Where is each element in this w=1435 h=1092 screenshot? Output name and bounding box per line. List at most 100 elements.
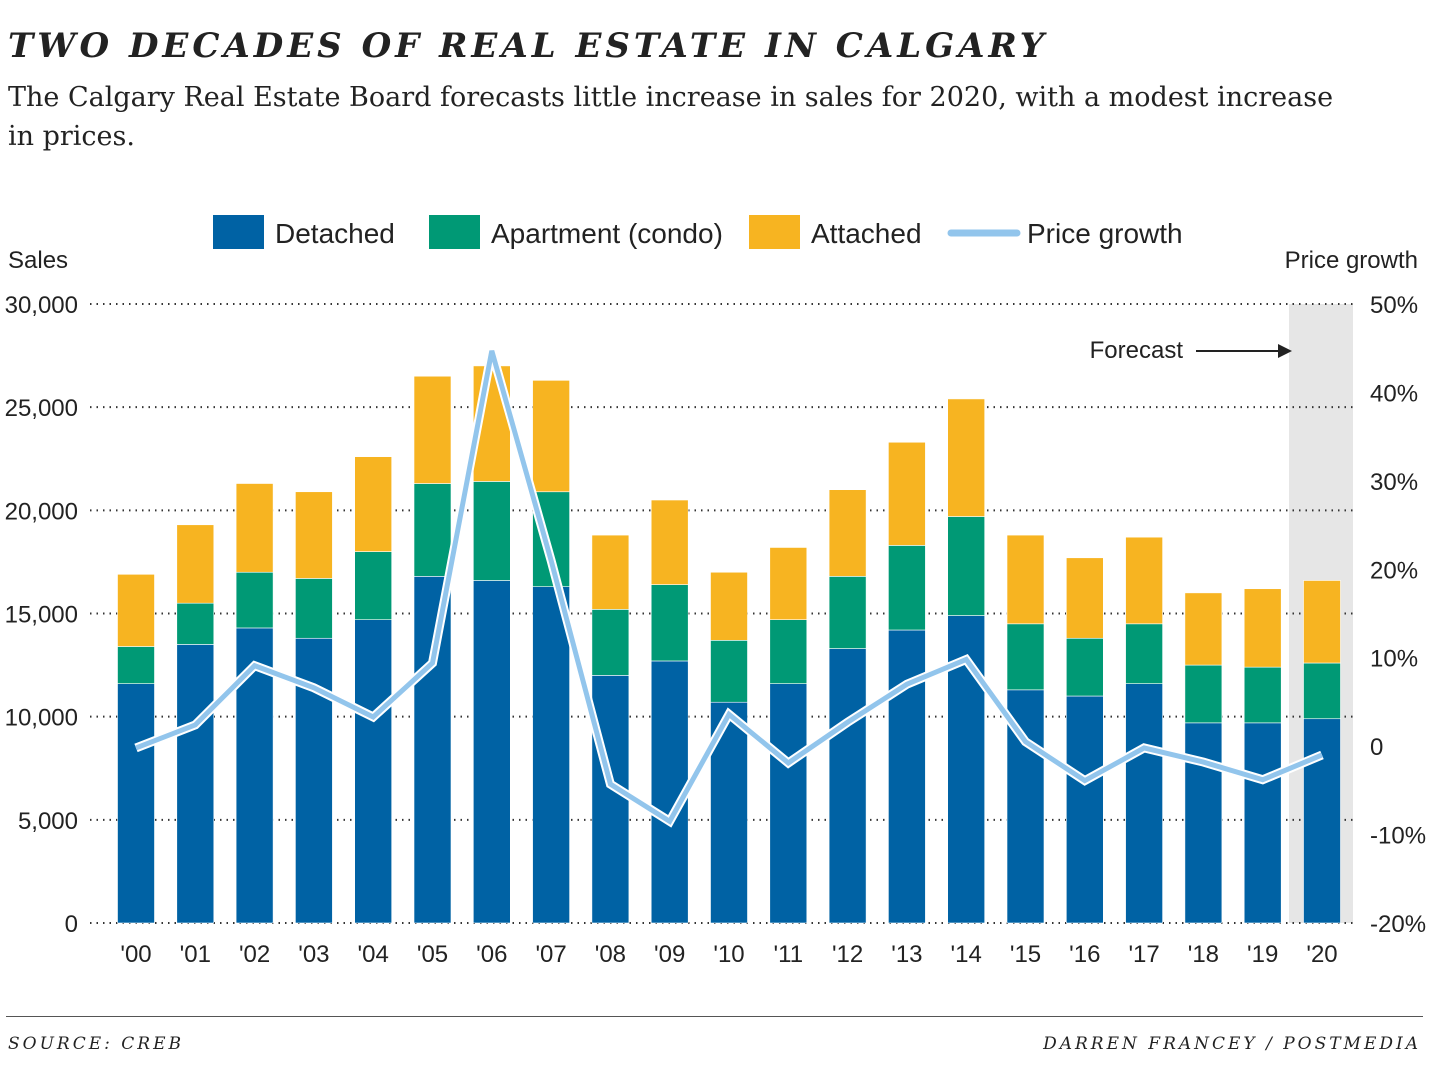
legend-swatch <box>749 215 800 249</box>
x-tick-label: '15 <box>1010 941 1041 968</box>
bar-apartment <box>1184 664 1223 724</box>
bar-apartment <box>1006 623 1045 691</box>
legend-label: Detached <box>275 218 395 249</box>
bar-attached <box>1125 536 1163 625</box>
bar-detached <box>1303 718 1341 924</box>
bar-apartment <box>354 551 393 620</box>
bar-attached <box>1066 557 1104 639</box>
bar-detached <box>769 683 808 924</box>
bar-apartment <box>1243 666 1282 724</box>
chart: 0 5,000 10,000 15,000 20,000 25,000 30,000 -20%… <box>5 215 1426 968</box>
bar-attached <box>117 573 155 647</box>
x-tick-label: '06 <box>476 941 507 968</box>
bar-apartment <box>888 545 926 631</box>
bar-attached <box>176 524 215 604</box>
x-tick-label: '00 <box>120 941 151 968</box>
bar-apartment <box>591 609 630 676</box>
bar-attached <box>591 534 630 610</box>
bar-apartment <box>710 640 748 703</box>
bar-attached <box>532 380 570 493</box>
x-tick-label: '04 <box>358 941 389 968</box>
bar-apartment <box>650 584 689 662</box>
bar-attached <box>1243 588 1282 668</box>
bar-detached <box>117 683 155 924</box>
y-tick-label: 0 <box>65 911 78 938</box>
bar-apartment <box>413 483 452 577</box>
bar-apartment <box>472 481 511 581</box>
bar-apartment <box>295 578 333 639</box>
y2-tick-label: 40% <box>1370 380 1418 407</box>
bar-apartment <box>1303 662 1341 720</box>
chart-title: TWO DECADES OF REAL ESTATE IN CALGARY <box>8 26 1049 66</box>
bar-apartment <box>947 516 986 616</box>
y-tick-label: 10,000 <box>5 705 78 732</box>
bar-attached <box>1184 592 1223 666</box>
bar-attached <box>650 499 689 585</box>
x-tick-label: '09 <box>654 941 685 968</box>
x-tick-label: '20 <box>1306 941 1337 968</box>
bar-detached <box>888 629 926 924</box>
price-growth-line <box>135 350 1323 825</box>
y-tick-label: 25,000 <box>5 395 78 422</box>
bar-apartment <box>769 619 808 684</box>
bar-attached <box>413 375 452 484</box>
bar-detached <box>1184 722 1223 924</box>
x-tick-label: '14 <box>951 941 982 968</box>
x-tick-label: '19 <box>1247 941 1278 968</box>
x-tick-label: '07 <box>535 941 566 968</box>
y2-axis-label: Price growth <box>1285 247 1418 274</box>
bar-apartment <box>235 571 274 629</box>
bar-detached <box>176 644 215 924</box>
bar-detached <box>1243 722 1282 924</box>
y2-tick-label: -20% <box>1370 911 1426 938</box>
y-tick-label: 5,000 <box>18 808 78 835</box>
x-tick-label: '10 <box>713 941 744 968</box>
bar-detached <box>1125 683 1163 924</box>
bar-attached <box>1303 580 1341 664</box>
x-tick-label: '03 <box>298 941 329 968</box>
bar-apartment <box>1125 623 1163 684</box>
y-tick-label: 15,000 <box>5 602 78 629</box>
bar-detached <box>1066 695 1104 924</box>
y2-tick-label: 20% <box>1370 557 1418 584</box>
source-note: SOURCE: CREB <box>8 1034 184 1054</box>
y-tick-label: 30,000 <box>5 292 78 319</box>
bar-attached <box>947 398 986 517</box>
bar-detached <box>472 580 511 924</box>
legend-swatch <box>213 215 264 249</box>
bar-detached <box>413 576 452 924</box>
bar-attached <box>295 491 333 579</box>
x-tick-label: '05 <box>417 941 448 968</box>
legend-swatch <box>429 215 480 249</box>
bar-attached <box>769 547 808 620</box>
bar-attached <box>354 456 393 552</box>
forecast-annotation: Forecast <box>1090 337 1184 364</box>
x-tick-label: '13 <box>891 941 922 968</box>
bar-attached <box>1006 534 1045 625</box>
bar-apartment <box>176 602 215 645</box>
credit-note: DARREN FRANCEY / POSTMEDIA <box>1043 1034 1421 1054</box>
bar-attached <box>710 571 748 641</box>
legend-label: Apartment (condo) <box>491 218 723 249</box>
x-tick-label: '16 <box>1069 941 1100 968</box>
x-tick-label: '12 <box>832 941 863 968</box>
x-tick-label: '18 <box>1188 941 1219 968</box>
bar-detached <box>354 619 393 924</box>
bar-detached <box>591 675 630 924</box>
divider <box>6 1016 1423 1017</box>
bar-apartment <box>117 646 155 684</box>
y-axis-label: Sales <box>8 247 68 274</box>
bar-attached <box>828 489 867 577</box>
bar-apartment <box>1066 637 1104 697</box>
x-tick-label: '17 <box>1128 941 1159 968</box>
x-tick-label: '01 <box>180 941 211 968</box>
y2-tick-label: 50% <box>1370 292 1418 319</box>
y2-tick-label: -10% <box>1370 823 1426 850</box>
forecast-arrow-icon <box>1278 344 1292 358</box>
chart-subtitle: The Calgary Real Estate Board forecasts … <box>8 82 1334 152</box>
bar-attached <box>235 483 274 573</box>
legend-label: Attached <box>811 218 922 249</box>
x-tick-label: '02 <box>239 941 270 968</box>
bar-attached <box>888 441 926 546</box>
x-tick-label: '08 <box>595 941 626 968</box>
